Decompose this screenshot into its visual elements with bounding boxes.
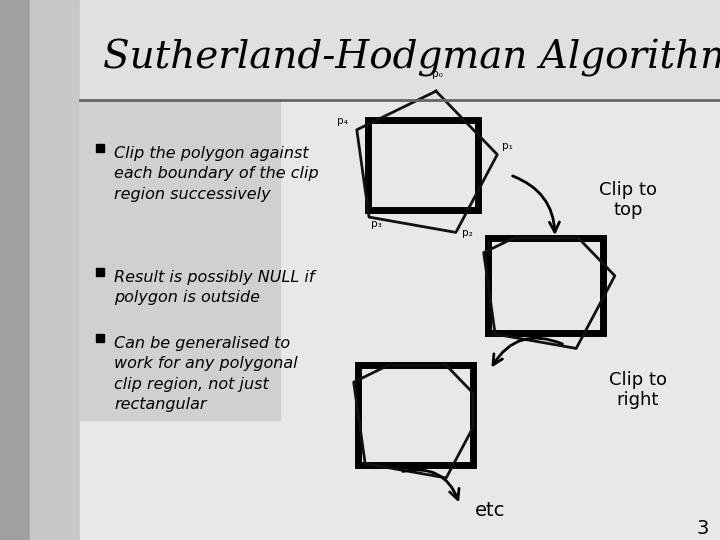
Text: Clip the polygon against
each boundary of the clip
region successively: Clip the polygon against each boundary o… <box>114 146 319 202</box>
Text: p₃: p₃ <box>371 219 382 229</box>
Text: p₀: p₀ <box>432 69 443 79</box>
Text: Result is possibly NULL if
polygon is outside: Result is possibly NULL if polygon is ou… <box>114 270 315 306</box>
Bar <box>30 0 80 540</box>
Text: p₄: p₄ <box>337 116 348 126</box>
FancyArrowPatch shape <box>493 338 562 365</box>
Bar <box>0 0 30 540</box>
Bar <box>80 0 720 100</box>
Bar <box>368 120 478 210</box>
Bar <box>358 365 473 465</box>
FancyArrowPatch shape <box>402 470 459 500</box>
Text: Can be generalised to
work for any polygonal
clip region, not just
rectangular: Can be generalised to work for any polyg… <box>114 336 297 412</box>
Text: Clip to
right: Clip to right <box>609 370 667 409</box>
Text: etc: etc <box>474 501 505 519</box>
FancyArrowPatch shape <box>513 176 559 232</box>
Text: p₁: p₁ <box>503 140 513 151</box>
Bar <box>80 100 720 540</box>
Bar <box>488 238 603 333</box>
Text: Clip to
top: Clip to top <box>599 180 657 219</box>
Bar <box>80 100 280 420</box>
Text: p₂: p₂ <box>462 228 472 238</box>
Text: Sutherland-Hodgman Algorithm: Sutherland-Hodgman Algorithm <box>103 39 720 77</box>
Text: 3: 3 <box>697 518 709 537</box>
